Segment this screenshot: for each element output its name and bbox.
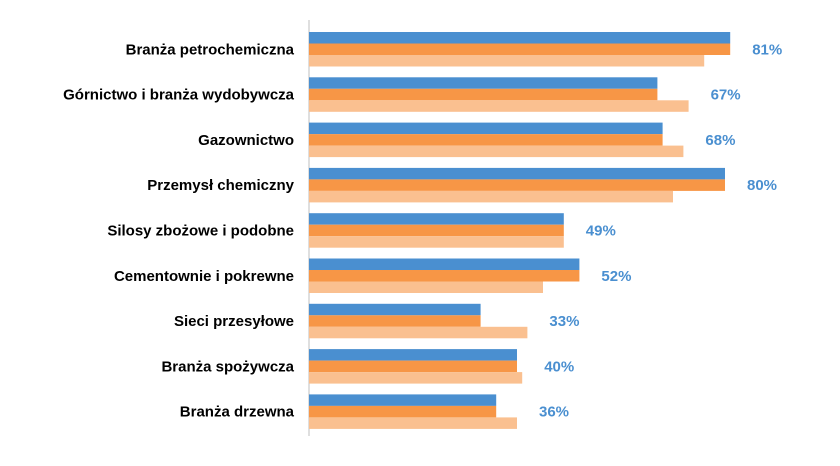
bar-series-1 <box>309 213 564 225</box>
category-label: Branża spożywcza <box>161 358 294 375</box>
bar-series-3 <box>309 417 517 429</box>
bar-series-1 <box>309 77 658 89</box>
bar-series-3 <box>309 55 705 67</box>
category-label: Przemysł chemiczny <box>147 177 294 194</box>
bar-series-3 <box>309 190 673 203</box>
data-label: 33% <box>549 313 579 330</box>
bar-series-3 <box>309 236 564 248</box>
data-label: 80% <box>747 177 777 194</box>
bar-series-1 <box>309 349 517 361</box>
category-label: Branża petrochemiczna <box>126 41 295 58</box>
data-label: 67% <box>711 87 741 104</box>
bar-series-3 <box>309 145 684 158</box>
data-label: 36% <box>539 404 569 421</box>
bar-series-2 <box>309 270 580 282</box>
category-label: Branża drzewna <box>180 404 295 421</box>
category-label: Silosy zbożowe i podobne <box>107 222 294 239</box>
category-label: Górnictwo i branża wydobywcza <box>63 87 295 104</box>
category-label: Gazownictwo <box>198 132 294 149</box>
data-label: 40% <box>544 358 574 375</box>
bar-series-3 <box>309 372 523 384</box>
bar-series-2 <box>309 224 564 237</box>
bar-series-1 <box>309 394 497 406</box>
bar-series-2 <box>309 360 517 373</box>
bar-series-2 <box>309 405 497 418</box>
data-label: 68% <box>705 132 735 149</box>
bar-series-1 <box>309 258 580 270</box>
bar-series-2 <box>309 179 725 191</box>
data-label: 52% <box>601 268 631 285</box>
bar-series-2 <box>309 88 658 101</box>
bar-series-1 <box>309 167 725 180</box>
bar-series-3 <box>309 281 543 293</box>
bar-series-1 <box>309 122 663 135</box>
bar-series-2 <box>309 43 731 55</box>
bar-series-2 <box>309 134 663 146</box>
bar-series-2 <box>309 315 481 327</box>
bar-series-1 <box>309 32 731 44</box>
category-label: Sieci przesyłowe <box>174 313 294 330</box>
data-label: 49% <box>586 222 616 239</box>
data-label: 81% <box>752 41 782 58</box>
bar-series-1 <box>309 303 481 316</box>
bar-series-3 <box>309 326 528 339</box>
bar-series-3 <box>309 100 689 112</box>
category-label: Cementownie i pokrewne <box>114 268 294 285</box>
